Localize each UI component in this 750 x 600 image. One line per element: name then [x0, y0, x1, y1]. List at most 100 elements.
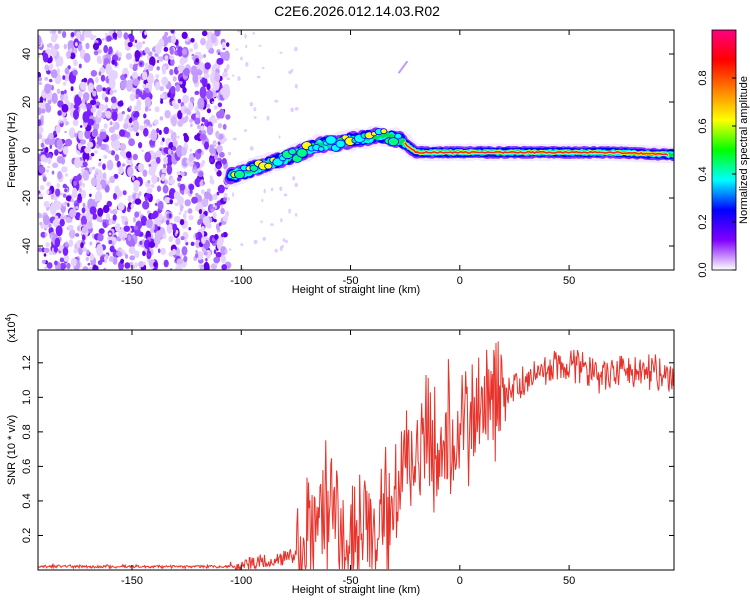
noise-dot	[148, 134, 152, 139]
noise-dot	[45, 242, 50, 248]
noise-dot	[199, 86, 207, 99]
noise-dot	[46, 181, 51, 187]
noise-dot	[156, 156, 161, 164]
noise-dot	[51, 170, 55, 175]
noise-dot	[220, 52, 226, 61]
noise-dot	[82, 161, 88, 168]
noise-dot	[132, 44, 136, 48]
y-tick-label: 0.4	[21, 493, 33, 508]
noise-dot	[214, 205, 217, 210]
noise-dot	[112, 32, 118, 39]
noise-dot	[82, 247, 87, 253]
noise-dot	[154, 106, 160, 113]
noise-dot	[217, 157, 221, 162]
noise-dot	[111, 59, 116, 65]
noise-dot	[152, 174, 157, 180]
noise-dot	[132, 64, 138, 72]
noise-dot	[132, 176, 135, 181]
spectrogram-x-label: Height of straight line (km)	[292, 284, 420, 296]
noise-dot	[129, 93, 136, 102]
noise-dot	[46, 169, 49, 173]
noise-dot	[216, 164, 221, 170]
noise-dot	[266, 115, 270, 121]
noise-dot	[69, 48, 73, 52]
noise-dot	[195, 249, 198, 254]
noise-dot	[96, 143, 100, 149]
noise-dot	[86, 249, 90, 255]
noise-dot	[96, 55, 102, 64]
noise-dot	[146, 187, 153, 194]
noise-dot	[245, 62, 249, 67]
noise-dot	[142, 41, 146, 45]
noise-dot	[100, 143, 107, 151]
noise-dot	[274, 99, 279, 103]
noise-dot	[183, 67, 190, 77]
y-tick-label: 0.2	[21, 528, 33, 543]
noise-dot	[129, 105, 132, 110]
noise-dot	[66, 262, 71, 269]
noise-dot	[214, 72, 221, 82]
noise-dot	[43, 214, 50, 226]
snr-x-label: Height of straight line (km)	[292, 584, 420, 596]
noise-dot	[198, 208, 203, 215]
noise-dot	[69, 52, 76, 60]
noise-dot	[102, 38, 105, 41]
noise-dot	[102, 87, 106, 92]
noise-dot	[100, 74, 106, 82]
noise-dot	[144, 106, 149, 112]
noise-dot	[79, 34, 85, 42]
noise-dot	[60, 121, 63, 124]
noise-dot	[177, 110, 183, 120]
noise-dot	[113, 89, 117, 94]
noise-dot	[294, 46, 298, 52]
noise-dot	[117, 100, 124, 107]
noise-dot	[219, 222, 222, 227]
noise-dot	[231, 74, 235, 77]
noise-dot	[134, 39, 138, 44]
noise-dot	[112, 208, 118, 215]
noise-dot	[146, 193, 151, 199]
noise-dot	[227, 197, 230, 201]
noise-dot	[64, 89, 67, 95]
noise-dot	[120, 150, 127, 157]
noise-dot	[53, 33, 59, 41]
noise-dot	[75, 42, 78, 47]
noise-dot	[195, 239, 201, 249]
noise-dot	[104, 104, 109, 110]
noise-dot	[83, 52, 91, 63]
noise-dot	[55, 188, 61, 197]
noise-dot	[80, 215, 88, 226]
noise-dot	[164, 109, 171, 119]
noise-dot	[95, 76, 99, 84]
noise-dot	[148, 168, 156, 176]
noise-dot	[62, 183, 67, 189]
noise-dot	[199, 129, 202, 135]
noise-dot	[43, 253, 47, 257]
noise-dot	[214, 30, 221, 37]
noise-dot	[141, 149, 144, 153]
noise-dot	[215, 90, 219, 93]
noise-dot	[206, 83, 211, 91]
noise-dot	[160, 99, 164, 104]
noise-dot	[155, 150, 161, 159]
noise-dot	[61, 166, 68, 173]
y-tick-label: 0.6	[21, 459, 33, 474]
noise-dot	[78, 247, 83, 256]
noise-dot	[49, 202, 57, 215]
noise-dot	[179, 219, 185, 226]
noise-dot	[111, 103, 118, 110]
noise-dot	[213, 234, 219, 240]
noise-dot	[96, 84, 103, 93]
noise-dot	[159, 93, 165, 99]
noise-dot	[134, 165, 139, 170]
y-tick-label: 1.0	[21, 390, 33, 405]
noise-dot	[216, 144, 223, 153]
noise-dot	[150, 228, 154, 234]
spectrogram-x-ticks: -150 -100 -50 0 50	[121, 30, 575, 287]
noise-dot	[204, 62, 211, 70]
noise-dot	[209, 157, 214, 163]
ridge-blob	[325, 135, 337, 145]
noise-dot	[63, 117, 67, 123]
noise-dot	[113, 139, 121, 151]
noise-dot	[220, 204, 224, 208]
